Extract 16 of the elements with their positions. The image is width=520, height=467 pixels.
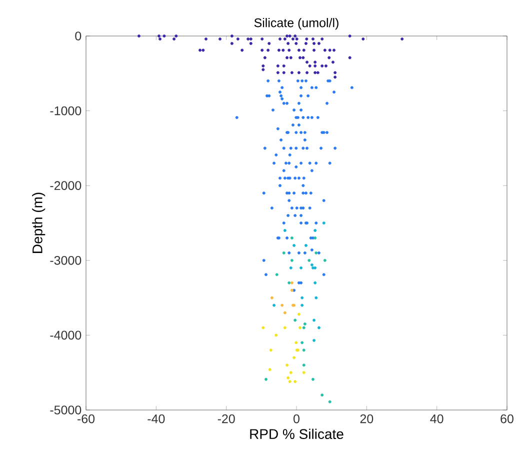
chart-title: Silicate (umol/l) [254, 18, 338, 30]
x-tick-label: -20 [218, 414, 235, 424]
y-tick-label: 0 [75, 32, 82, 40]
x-tick-label: 60 [500, 414, 514, 424]
y-tick-label: -4000 [50, 330, 82, 340]
y-axis-title: Depth (m) [32, 192, 46, 253]
y-tick-label: -2000 [50, 181, 82, 190]
x-tick-label: 40 [430, 414, 444, 424]
x-tick-label: -40 [148, 414, 165, 424]
x-tick-label: 0 [294, 414, 300, 424]
x-tick-label: -60 [78, 414, 95, 424]
y-tick-label: -1000 [50, 106, 82, 116]
x-tick-label: 20 [360, 414, 374, 424]
y-tick-label: -3000 [50, 256, 82, 265]
y-tick-label: -5000 [50, 406, 82, 414]
x-axis-title: RPD % Silicate [250, 428, 344, 440]
